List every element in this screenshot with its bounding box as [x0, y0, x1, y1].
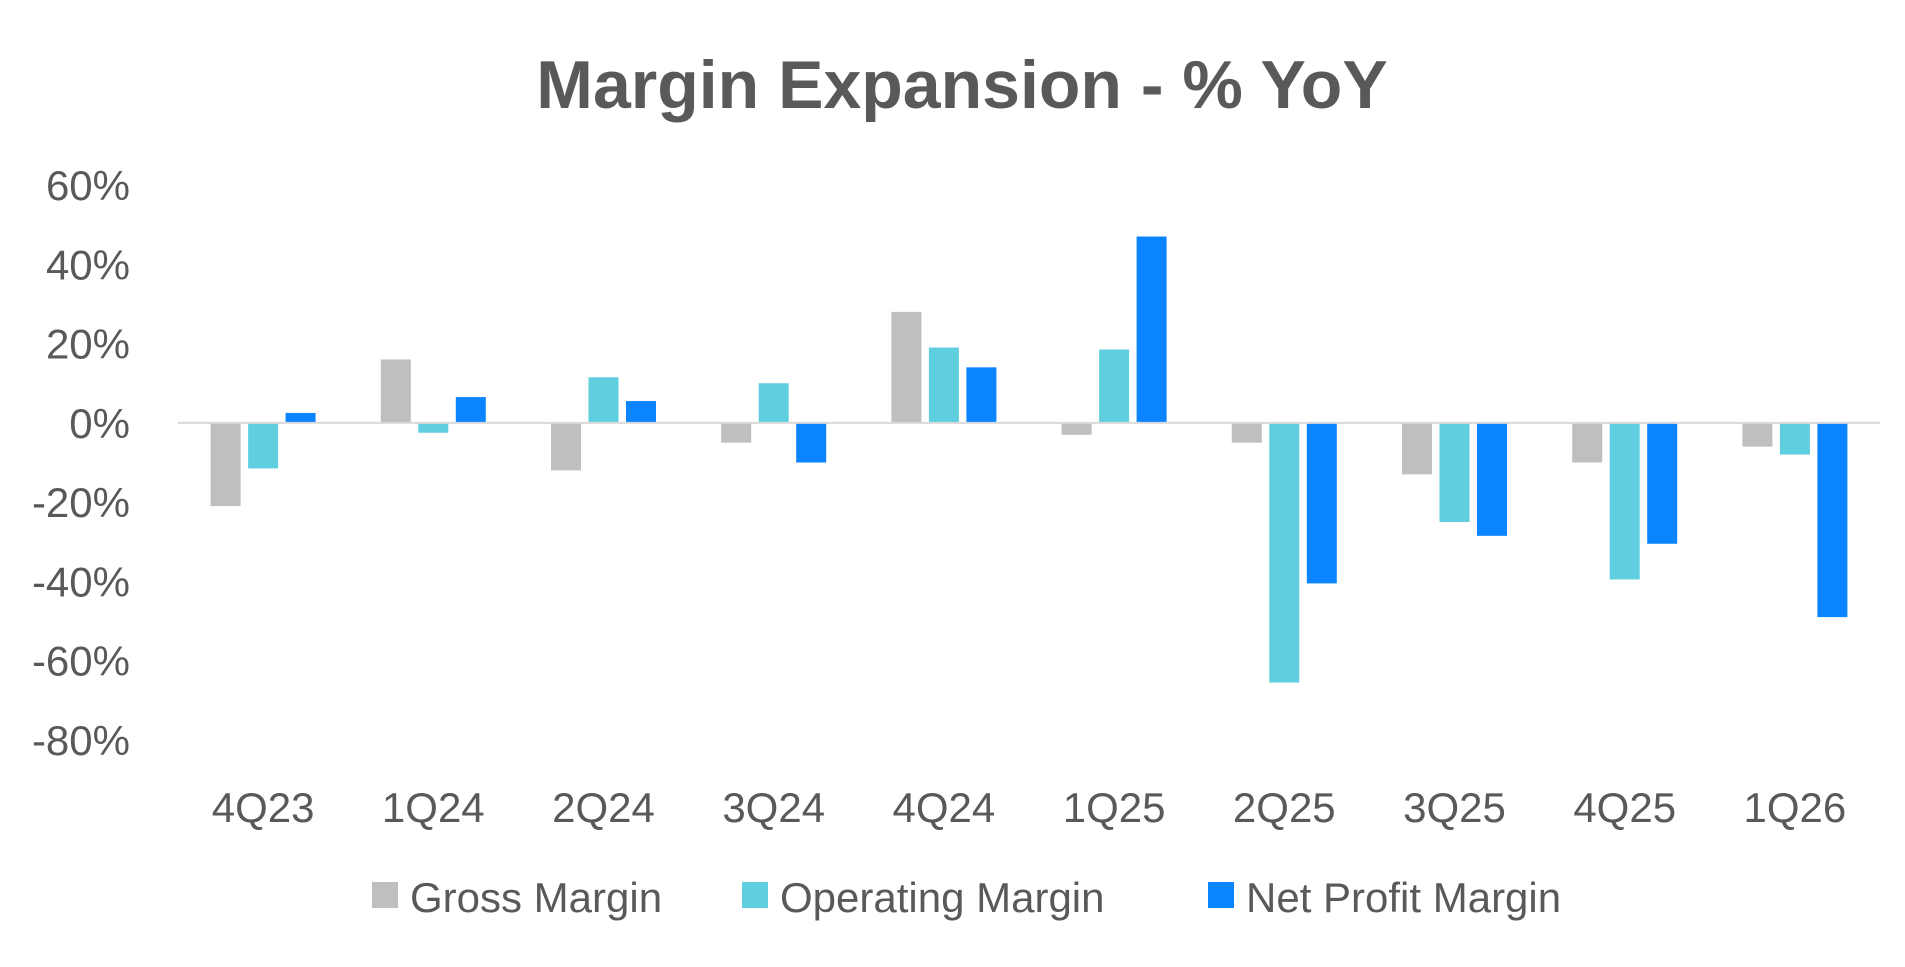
- bar-group: [210, 236, 1848, 683]
- bar-net-profit-margin-4q25: [1647, 422, 1678, 544]
- chart-title: Margin Expansion - % YoY: [536, 47, 1387, 123]
- bar-net-profit-margin-1q24: [455, 397, 486, 423]
- bar-gross-margin-1q25: [1061, 422, 1092, 435]
- x-axis-labels: 4Q23 1Q24 2Q24 3Q24 4Q24 1Q25 2Q25 3Q25 4Q25 1Q26: [212, 784, 1847, 831]
- legend-label-net-profit-margin: Net Profit Margin: [1246, 874, 1561, 921]
- bar-net-profit-margin-3q24: [796, 422, 827, 463]
- legend-swatch-net-profit-margin: [1208, 882, 1234, 908]
- y-tick-label: 60%: [46, 162, 130, 209]
- x-tick-label: 1Q24: [382, 784, 485, 831]
- legend-label-operating-margin: Operating Margin: [780, 874, 1105, 921]
- x-tick-label: 3Q25: [1403, 784, 1506, 831]
- y-axis-labels: 60% 40% 20% 0% -20% -40% -60% -80%: [32, 162, 130, 764]
- bar-net-profit-margin-2q25: [1306, 422, 1337, 584]
- x-tick-label: 1Q26: [1744, 784, 1847, 831]
- x-tick-label: 2Q24: [552, 784, 655, 831]
- bar-net-profit-margin-4q23: [285, 412, 316, 423]
- bar-operating-margin-3q25: [1439, 422, 1470, 522]
- legend-swatch-operating-margin: [742, 882, 768, 908]
- bar-operating-margin-1q25: [1099, 349, 1130, 423]
- y-tick-label: -20%: [32, 479, 130, 526]
- bar-net-profit-margin-1q25: [1136, 236, 1167, 423]
- bar-operating-margin-4q23: [248, 422, 279, 469]
- bar-gross-margin-4q23: [210, 422, 241, 507]
- bar-gross-margin-1q24: [380, 359, 411, 423]
- x-tick-label: 2Q25: [1233, 784, 1336, 831]
- y-tick-label: -80%: [32, 717, 130, 764]
- y-tick-label: 0%: [69, 400, 130, 447]
- x-tick-label: 4Q23: [212, 784, 315, 831]
- bar-gross-margin-4q24: [891, 311, 922, 423]
- bar-gross-margin-4q25: [1572, 422, 1603, 463]
- bar-gross-margin-3q25: [1402, 422, 1432, 475]
- bar-gross-margin-2q24: [551, 422, 581, 471]
- bar-net-profit-margin-4q24: [966, 367, 997, 423]
- x-tick-label: 4Q25: [1573, 784, 1676, 831]
- bar-net-profit-margin-1q26: [1817, 422, 1848, 618]
- y-tick-label: -60%: [32, 638, 130, 685]
- bar-net-profit-margin-3q25: [1477, 422, 1507, 536]
- bar-operating-margin-4q25: [1609, 422, 1640, 580]
- y-tick-label: 40%: [46, 241, 130, 288]
- bar-operating-margin-4q24: [928, 347, 959, 423]
- bar-gross-margin-2q25: [1231, 422, 1262, 443]
- legend: Gross Margin Operating Margin Net Profit M…: [372, 874, 1561, 921]
- y-tick-label: 20%: [46, 321, 130, 368]
- legend-swatch-gross-margin: [372, 882, 398, 908]
- bar-net-profit-margin-2q24: [626, 401, 656, 423]
- x-tick-label: 4Q24: [893, 784, 996, 831]
- bar-operating-margin-2q24: [588, 377, 619, 423]
- bar-operating-margin-2q25: [1269, 422, 1300, 683]
- x-tick-label: 3Q24: [722, 784, 825, 831]
- y-tick-label: -40%: [32, 558, 130, 605]
- bar-operating-margin-1q26: [1779, 422, 1810, 455]
- bar-gross-margin-3q24: [721, 422, 752, 443]
- bar-operating-margin-3q24: [758, 383, 789, 423]
- legend-label-gross-margin: Gross Margin: [410, 874, 662, 921]
- x-tick-label: 1Q25: [1063, 784, 1166, 831]
- bar-operating-margin-1q24: [418, 422, 449, 433]
- bar-gross-margin-1q26: [1742, 422, 1773, 447]
